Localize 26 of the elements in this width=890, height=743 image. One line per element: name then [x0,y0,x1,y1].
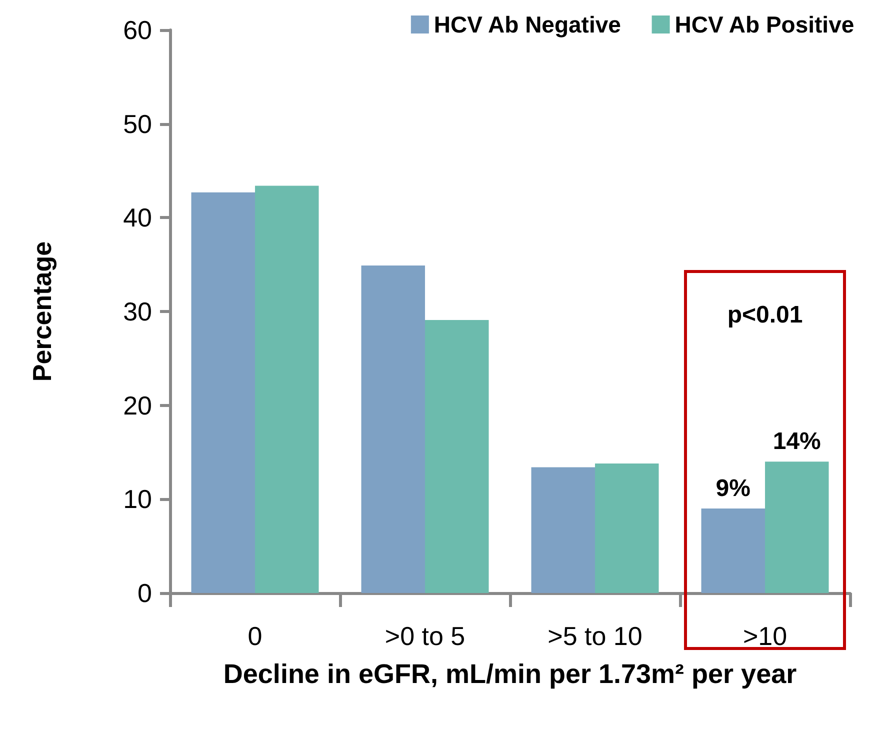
legend-label: HCV Ab Negative [434,12,621,38]
bar [531,467,595,593]
legend-label: HCV Ab Positive [674,12,854,38]
y-tick-label: 20 [123,390,152,420]
bar [701,508,765,593]
bar [255,186,319,593]
x-tick-label: 0 [248,621,262,651]
annotation: p<0.01 [727,302,803,328]
y-tick-label: 0 [138,578,152,608]
y-tick-label: 30 [123,296,152,326]
y-tick-label: 40 [123,202,152,233]
y-tick-label: 50 [123,108,152,139]
x-axis-title: Decline in eGFR, mL/min per 1.73m² per year [223,658,798,689]
data-label: 9% [716,475,750,502]
y-axis-title: Percentage [27,241,57,382]
bar [595,464,659,593]
bar [425,320,489,593]
x-tick-label: >0 to 5 [384,621,466,651]
data-label: 14% [772,428,821,456]
x-tick-label: >10 [742,621,788,651]
bar [765,462,829,593]
x-tick-label: >5 to 10 [548,621,642,651]
y-tick-label: 60 [123,15,152,45]
bar [191,192,255,593]
y-tick-label: 10 [123,484,152,514]
bar [361,266,425,593]
